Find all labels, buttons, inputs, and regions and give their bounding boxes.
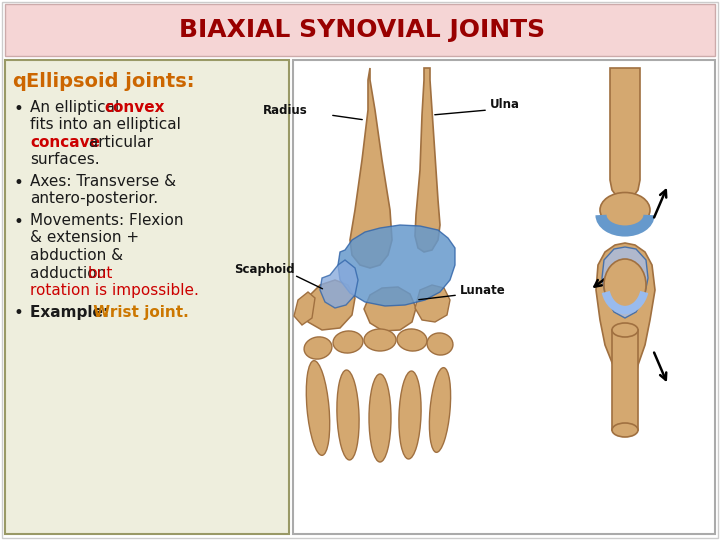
Polygon shape <box>596 243 655 420</box>
Polygon shape <box>415 285 450 322</box>
Text: rotation is impossible.: rotation is impossible. <box>30 283 199 298</box>
Text: but: but <box>88 266 113 280</box>
Bar <box>293 60 715 534</box>
Text: convex: convex <box>104 100 164 115</box>
Text: An elliptical: An elliptical <box>30 100 124 115</box>
Text: concave: concave <box>30 135 100 150</box>
Text: •: • <box>14 305 24 322</box>
Polygon shape <box>338 225 455 306</box>
Text: •: • <box>14 174 24 192</box>
Text: & extension +: & extension + <box>30 231 139 246</box>
Ellipse shape <box>600 192 650 227</box>
Polygon shape <box>294 292 315 325</box>
Text: Radius: Radius <box>264 104 308 117</box>
Ellipse shape <box>429 368 451 453</box>
Ellipse shape <box>397 329 427 351</box>
Text: BIAXIAL SYNOVIAL JOINTS: BIAXIAL SYNOVIAL JOINTS <box>179 18 545 42</box>
Text: adduction: adduction <box>30 266 111 280</box>
Bar <box>5 60 289 534</box>
Ellipse shape <box>364 329 396 351</box>
Ellipse shape <box>427 333 453 355</box>
Text: q: q <box>12 72 26 91</box>
Polygon shape <box>304 280 355 330</box>
Bar <box>612 330 638 430</box>
Polygon shape <box>602 247 648 318</box>
Polygon shape <box>320 260 358 308</box>
Ellipse shape <box>612 423 638 437</box>
Text: Axes: Transverse &: Axes: Transverse & <box>30 174 176 189</box>
Ellipse shape <box>337 370 359 460</box>
Ellipse shape <box>304 337 332 359</box>
Text: •: • <box>14 100 24 118</box>
Text: Ellipsoid joints:: Ellipsoid joints: <box>26 72 194 91</box>
Text: Ulna: Ulna <box>490 98 520 111</box>
Polygon shape <box>350 68 392 268</box>
Ellipse shape <box>306 361 330 455</box>
Ellipse shape <box>399 371 421 459</box>
Ellipse shape <box>612 323 638 337</box>
Text: antero-posterior.: antero-posterior. <box>30 192 158 206</box>
Text: •: • <box>14 213 24 231</box>
Text: fits into an elliptical: fits into an elliptical <box>30 118 181 132</box>
Text: Wrist joint.: Wrist joint. <box>88 305 189 320</box>
Text: Scaphoid: Scaphoid <box>235 264 295 276</box>
Text: abduction &: abduction & <box>30 248 123 263</box>
Text: articular: articular <box>84 135 153 150</box>
Ellipse shape <box>333 331 363 353</box>
Ellipse shape <box>369 374 391 462</box>
Polygon shape <box>364 287 416 331</box>
Polygon shape <box>610 68 640 200</box>
Text: surfaces.: surfaces. <box>30 152 99 167</box>
Text: Lunate: Lunate <box>460 284 505 296</box>
Polygon shape <box>415 68 440 252</box>
Text: Example:: Example: <box>30 305 114 320</box>
Bar <box>5 4 715 56</box>
Text: Movements: Flexion: Movements: Flexion <box>30 213 184 228</box>
Ellipse shape <box>604 259 646 311</box>
